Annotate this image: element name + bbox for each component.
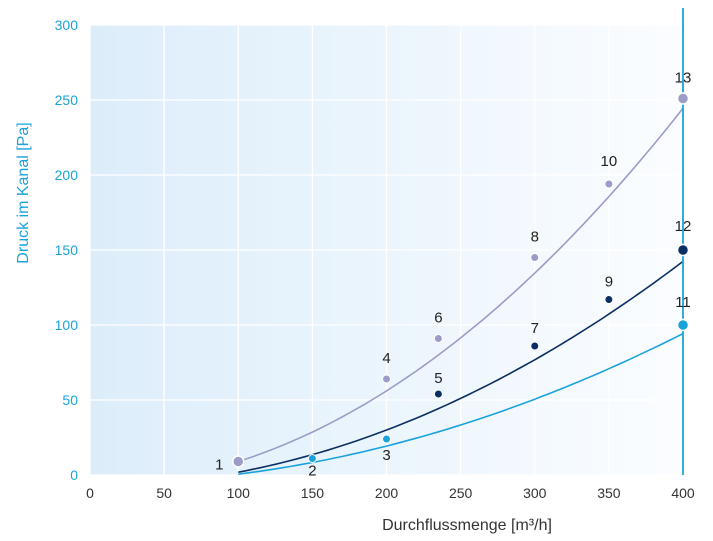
y-tick-label: 300 <box>55 17 79 33</box>
point-label-8: 8 <box>531 229 539 246</box>
data-point-2 <box>307 454 317 463</box>
x-tick-label: 250 <box>449 485 473 501</box>
x-tick-label: 50 <box>156 485 172 501</box>
y-tick-label: 50 <box>62 392 78 408</box>
data-point-11 <box>676 318 690 332</box>
point-label-12: 12 <box>675 218 692 235</box>
x-tick-label: 200 <box>375 485 399 501</box>
data-point-5 <box>433 389 443 399</box>
x-tick-labels: 0 50 100 150 200 250 300 350 400 <box>86 485 695 501</box>
data-point-8 <box>530 253 540 262</box>
x-tick-label: 100 <box>227 485 251 501</box>
data-point-3 <box>382 434 391 444</box>
y-tick-label: 150 <box>55 242 79 258</box>
data-point-9 <box>604 295 614 304</box>
y-axis-label: Druck im Kanal [Pa] <box>15 122 32 263</box>
data-point-10 <box>604 179 614 189</box>
point-label-2: 2 <box>308 463 316 480</box>
data-point-13 <box>676 92 690 105</box>
data-point-4 <box>382 374 391 384</box>
point-label-7: 7 <box>531 320 539 337</box>
point-label-9: 9 <box>605 274 613 291</box>
data-point-7 <box>530 341 540 351</box>
x-axis-label: Durchflussmenge [m³/h] <box>382 517 552 534</box>
x-tick-label: 350 <box>597 485 621 501</box>
series-line <box>238 107 684 463</box>
y-tick-label: 250 <box>55 92 79 108</box>
data-point-6 <box>433 334 443 343</box>
point-label-4: 4 <box>382 350 390 367</box>
point-label-3: 3 <box>382 447 390 464</box>
point-label-1: 1 <box>215 457 223 474</box>
point-label-11: 11 <box>675 294 691 311</box>
point-label-5: 5 <box>434 370 442 387</box>
y-tick-labels: 0 50 100 150 200 250 300 <box>55 17 79 483</box>
y-tick-label: 0 <box>70 467 78 483</box>
point-labels: 1 4 6 8 10 13 5 7 9 12 2 3 11 <box>215 70 691 480</box>
point-label-6: 6 <box>434 310 442 327</box>
x-tick-label: 400 <box>671 485 695 501</box>
data-point-12 <box>676 243 690 257</box>
point-label-13: 13 <box>675 70 692 87</box>
data-point-1 <box>232 455 245 468</box>
x-tick-label: 0 <box>86 485 94 501</box>
y-tick-label: 200 <box>55 167 79 183</box>
point-label-10: 10 <box>601 153 618 170</box>
x-tick-label: 150 <box>301 485 325 501</box>
y-tick-label: 100 <box>55 317 79 333</box>
data-points <box>232 92 690 468</box>
x-tick-label: 300 <box>523 485 547 501</box>
